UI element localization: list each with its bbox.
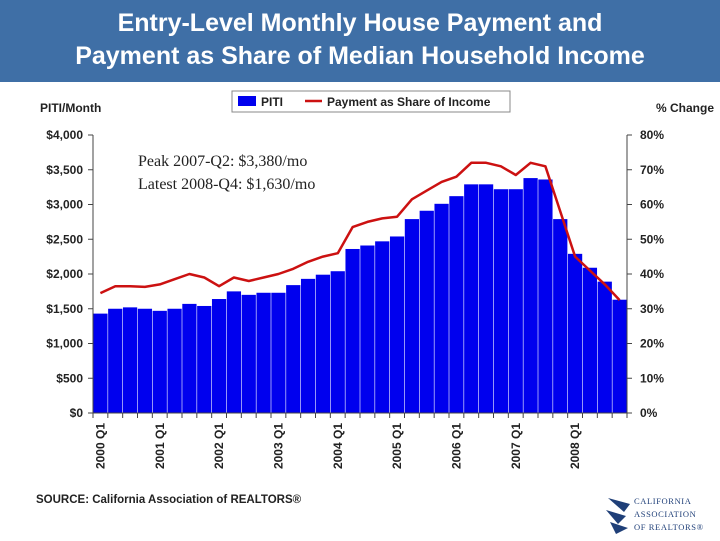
- bar-2002-q1: [211, 299, 227, 413]
- bar-2001-q2: [167, 308, 182, 413]
- bar-2006-q4: [493, 189, 509, 413]
- bar-2008-q1: [567, 253, 583, 413]
- bar-2001-q3: [182, 303, 197, 413]
- bar-2004-q2: [345, 248, 360, 413]
- legend-bar-swatch: [238, 96, 256, 106]
- bar-2003-q2: [286, 285, 301, 413]
- chart-title-line-1: Entry-Level Monthly House Payment and: [117, 9, 603, 37]
- bar-2007-q4: [553, 219, 568, 413]
- bar-2008-q2: [582, 267, 598, 413]
- x-tick-label: 2006 Q1: [449, 423, 463, 469]
- x-tick-label: 2005 Q1: [390, 423, 404, 469]
- bar-2004-q1: [330, 271, 345, 413]
- right-tick-label: 0%: [640, 406, 658, 420]
- right-tick-label: 40%: [640, 267, 664, 281]
- bar-2006-q3: [478, 184, 494, 413]
- left-tick-label: $2,000: [46, 267, 83, 281]
- bar-2002-q4: [256, 292, 271, 413]
- left-tick-label: $3,500: [46, 163, 83, 177]
- x-tick-label: 2000 Q1: [93, 423, 107, 469]
- bar-2000-q1: [93, 313, 108, 413]
- x-tick-label: 2002 Q1: [212, 423, 226, 469]
- bar-2004-q3: [360, 245, 375, 413]
- right-tick-label: 60%: [640, 198, 664, 212]
- logo-text-line-3: OF REALTORS®: [634, 522, 704, 532]
- logo-text-line-2: ASSOCIATION: [634, 509, 697, 519]
- bar-2005-q4: [434, 203, 449, 413]
- car-logo-icon: [606, 498, 630, 534]
- legend-label-share: Payment as Share of Income: [327, 95, 491, 109]
- bar-2006-q1: [449, 196, 464, 413]
- left-tick-label: $2,500: [46, 232, 83, 246]
- left-tick-label: $500: [56, 371, 83, 385]
- bar-2001-q1: [152, 310, 167, 413]
- bar-2008-q3: [597, 281, 612, 413]
- x-tick-label: 2001 Q1: [153, 423, 167, 469]
- share-of-income-line: [99, 161, 621, 301]
- left-axis-title: PITI/Month: [40, 101, 101, 115]
- left-tick-label: $1,000: [46, 337, 83, 351]
- x-tick-label: 2007 Q1: [509, 423, 523, 469]
- bar-2007-q1: [508, 189, 523, 413]
- annotation-peak: Peak 2007-Q2: $3,380/mo: [138, 153, 307, 170]
- right-tick-label: 80%: [640, 128, 664, 142]
- right-axis-title: % Change: [656, 101, 714, 115]
- bar-2007-q2: [523, 178, 538, 413]
- title-bar: Entry-Level Monthly House Payment and Pa…: [0, 0, 720, 82]
- right-tick-label: 30%: [640, 302, 664, 316]
- x-tick-label: 2003 Q1: [271, 423, 285, 469]
- left-tick-label: $0: [70, 406, 84, 420]
- bar-2005-q3: [419, 210, 434, 413]
- chart-title-line-2: Payment as Share of Median Household Inc…: [75, 42, 645, 70]
- bar-2002-q3: [241, 294, 256, 413]
- right-tick-label: 20%: [640, 337, 664, 351]
- left-tick-label: $3,000: [46, 198, 83, 212]
- right-tick-label: 50%: [640, 232, 664, 246]
- bar-2000-q3: [122, 307, 138, 413]
- bar-2003-q3: [300, 278, 316, 413]
- x-tick-label: 2008 Q1: [568, 423, 582, 469]
- car-logo: CALIFORNIA ASSOCIATION OF REALTORS®: [604, 492, 716, 536]
- bar-2008-q4: [612, 299, 627, 413]
- source-note: SOURCE: California Association of REALTO…: [36, 494, 302, 506]
- bar-2006-q2: [464, 184, 479, 413]
- bar-2000-q2: [108, 308, 123, 413]
- bar-2001-q4: [197, 305, 212, 413]
- left-tick-label: $1,500: [46, 302, 83, 316]
- bar-2003-q4: [315, 274, 331, 413]
- bar-2005-q1: [389, 236, 405, 413]
- annotation-latest: Latest 2008-Q4: $1,630/mo: [138, 176, 315, 193]
- bar-2004-q4: [375, 241, 390, 413]
- bar-2003-q1: [271, 292, 286, 413]
- bar-2002-q2: [226, 291, 242, 413]
- left-tick-label: $4,000: [46, 128, 83, 142]
- bar-2007-q3: [538, 179, 553, 413]
- right-tick-label: 10%: [640, 371, 664, 385]
- bar-2000-q4: [137, 308, 153, 413]
- right-tick-label: 70%: [640, 163, 664, 177]
- logo-text-line-1: CALIFORNIA: [634, 496, 692, 506]
- chart: PITI/Month % Change PITI Payment as Share o…: [40, 90, 714, 469]
- legend-label-piti: PITI: [261, 95, 283, 109]
- bar-2005-q2: [404, 219, 420, 413]
- x-tick-label: 2004 Q1: [331, 423, 345, 469]
- legend-box: [231, 90, 511, 113]
